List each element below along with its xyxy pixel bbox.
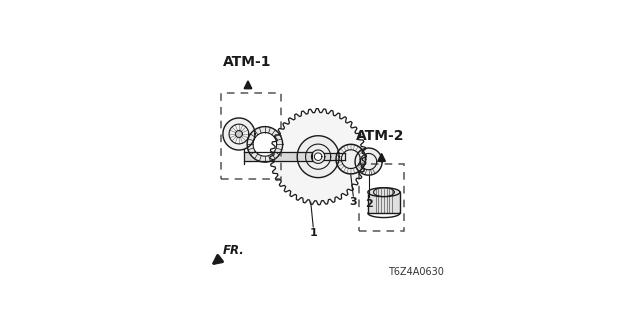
Polygon shape [336, 144, 365, 174]
Text: ATM-2: ATM-2 [356, 129, 404, 143]
Text: FR.: FR. [223, 244, 244, 257]
Bar [368, 192, 400, 213]
Polygon shape [314, 153, 322, 160]
Polygon shape [270, 108, 366, 205]
Bar [359, 164, 404, 231]
Polygon shape [253, 132, 276, 156]
Polygon shape [368, 188, 400, 196]
Polygon shape [355, 148, 382, 175]
Text: 2: 2 [365, 198, 372, 209]
Polygon shape [236, 131, 243, 138]
Text: T6Z4A0630: T6Z4A0630 [388, 268, 444, 277]
Polygon shape [297, 136, 339, 178]
Bar [221, 92, 281, 179]
Polygon shape [247, 127, 283, 162]
Text: 3: 3 [349, 197, 357, 207]
Polygon shape [223, 118, 255, 150]
Text: ATM-1: ATM-1 [223, 55, 271, 69]
Text: 1: 1 [309, 228, 317, 238]
